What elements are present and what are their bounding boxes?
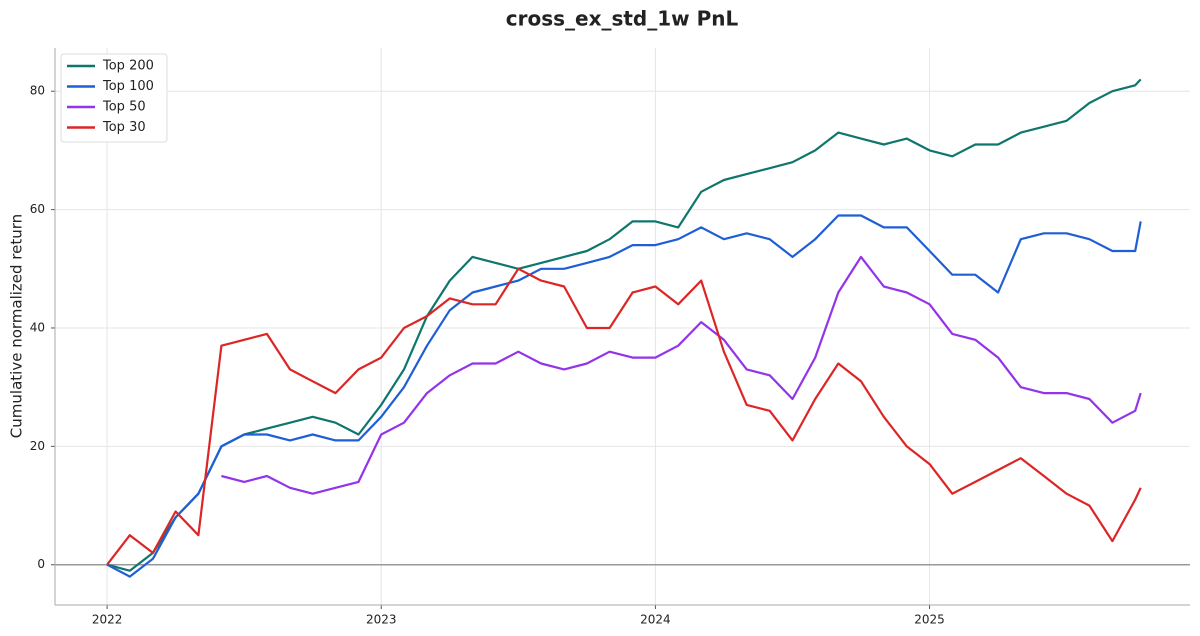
x-tick-label: 2022 (92, 613, 123, 627)
y-tick-label: 0 (37, 557, 45, 571)
line-series (106, 267, 1142, 566)
legend-box (60, 53, 168, 143)
x-tick-label: 2023 (366, 613, 397, 627)
legend-label: Top 100 (102, 79, 154, 94)
x-tick-label: 2025 (914, 613, 945, 627)
x-tick-label: 2024 (640, 613, 671, 627)
line-series (106, 78, 1142, 572)
y-axis-label: Cumulative normalized return (8, 214, 26, 438)
y-tick-label: 80 (30, 84, 45, 98)
chart-title: cross_ex_std_1w PnL (506, 7, 739, 31)
legend-label: Top 50 (102, 100, 146, 115)
y-tick-label: 40 (30, 320, 45, 334)
legend-label: Top 30 (102, 120, 146, 135)
legend-label: Top 200 (102, 59, 154, 74)
y-tick-label: 20 (30, 439, 45, 453)
y-tick-label: 60 (30, 202, 45, 216)
line-series (221, 255, 1142, 495)
line-series (106, 214, 1142, 578)
